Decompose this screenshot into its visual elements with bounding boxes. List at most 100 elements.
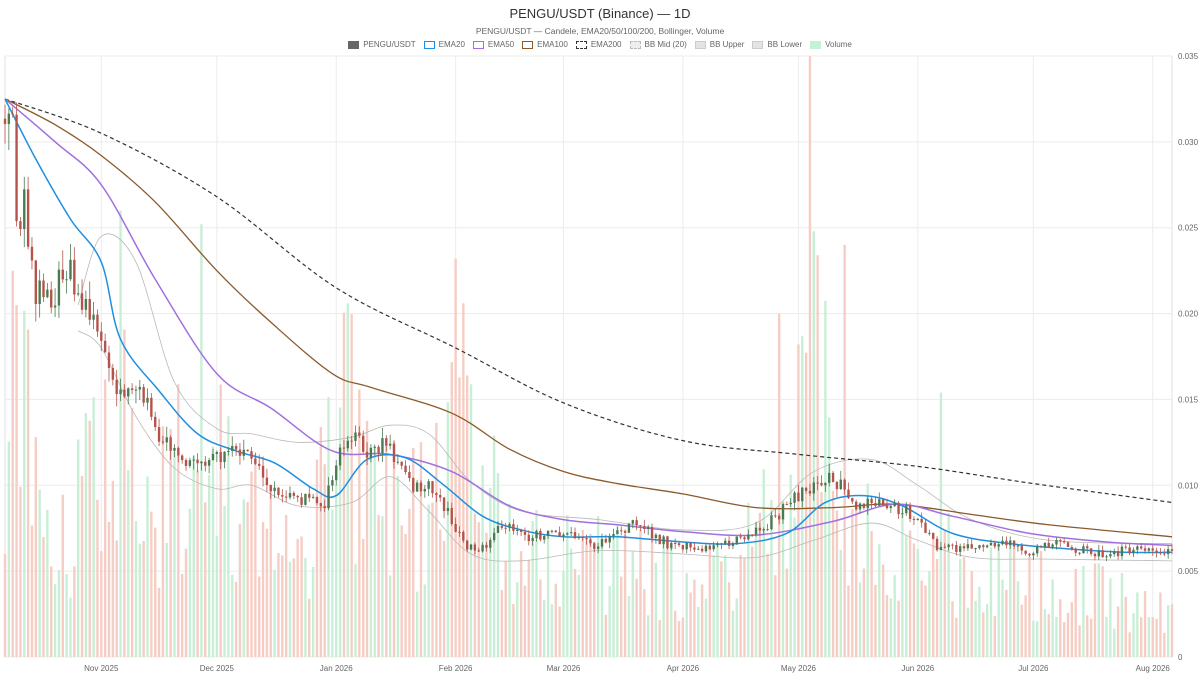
candle-body[interactable] bbox=[288, 492, 292, 498]
candle-body[interactable] bbox=[901, 513, 904, 515]
candle-body[interactable] bbox=[184, 460, 188, 466]
candle-body[interactable] bbox=[928, 532, 931, 534]
candle-body[interactable] bbox=[754, 527, 758, 535]
candle-body[interactable] bbox=[735, 536, 738, 544]
candle-body[interactable] bbox=[1159, 552, 1162, 554]
candle-body[interactable] bbox=[281, 495, 284, 497]
candle-body[interactable] bbox=[1089, 548, 1093, 554]
candle-body[interactable] bbox=[15, 114, 18, 222]
candle-body[interactable] bbox=[1051, 544, 1054, 547]
candle-body[interactable] bbox=[177, 447, 180, 456]
candle-body[interactable] bbox=[1093, 553, 1097, 557]
candle-body[interactable] bbox=[862, 503, 866, 508]
candle-body[interactable] bbox=[932, 532, 935, 539]
candle-body[interactable] bbox=[596, 546, 600, 549]
candle-body[interactable] bbox=[123, 389, 126, 397]
candle-body[interactable] bbox=[465, 540, 469, 550]
candle-body[interactable] bbox=[107, 352, 111, 369]
candle-body[interactable] bbox=[46, 289, 49, 298]
candle-body[interactable] bbox=[558, 532, 561, 537]
candle-body[interactable] bbox=[566, 533, 569, 535]
candle-body[interactable] bbox=[496, 526, 500, 533]
candle-body[interactable] bbox=[781, 504, 785, 520]
candle-body[interactable] bbox=[804, 487, 808, 491]
candle-body[interactable] bbox=[342, 447, 346, 449]
candle-body[interactable] bbox=[165, 437, 168, 443]
candle-body[interactable] bbox=[816, 482, 819, 484]
candle-body[interactable] bbox=[731, 543, 735, 546]
candle-body[interactable] bbox=[207, 460, 211, 466]
candle-body[interactable] bbox=[100, 331, 103, 341]
candle-body[interactable] bbox=[442, 497, 446, 512]
candle-body[interactable] bbox=[138, 386, 141, 390]
candle-body[interactable] bbox=[743, 537, 746, 540]
candle-body[interactable] bbox=[627, 523, 631, 533]
candle-body[interactable] bbox=[7, 113, 11, 125]
candle-body[interactable] bbox=[192, 459, 195, 461]
candle-body[interactable] bbox=[997, 544, 1000, 547]
candle-body[interactable] bbox=[762, 529, 765, 531]
candle-body[interactable] bbox=[277, 487, 280, 496]
candle-body[interactable] bbox=[323, 506, 326, 509]
candle-body[interactable] bbox=[600, 538, 604, 547]
candle-body[interactable] bbox=[308, 493, 311, 498]
candle-body[interactable] bbox=[881, 499, 885, 506]
candle-body[interactable] bbox=[1039, 546, 1043, 548]
candle-body[interactable] bbox=[103, 340, 107, 353]
candle-body[interactable] bbox=[835, 481, 839, 490]
candle-body[interactable] bbox=[708, 545, 712, 550]
candle-body[interactable] bbox=[535, 530, 538, 539]
candle-body[interactable] bbox=[127, 388, 130, 397]
candle-body[interactable] bbox=[1074, 548, 1077, 553]
candle-body[interactable] bbox=[681, 545, 685, 550]
candle-body[interactable] bbox=[747, 534, 750, 540]
candle-body[interactable] bbox=[785, 504, 789, 506]
candle-body[interactable] bbox=[569, 532, 573, 534]
candle-body[interactable] bbox=[50, 289, 53, 308]
legend-item-bb-upper[interactable]: BB Upper bbox=[694, 40, 744, 49]
candle-body[interactable] bbox=[400, 461, 403, 466]
candle-body[interactable] bbox=[261, 465, 265, 478]
candle-body[interactable] bbox=[774, 515, 777, 517]
candle-body[interactable] bbox=[269, 485, 272, 492]
candle-body[interactable] bbox=[388, 443, 392, 446]
candle-body[interactable] bbox=[793, 492, 796, 503]
candle-body[interactable] bbox=[858, 503, 862, 510]
candle-body[interactable] bbox=[30, 246, 34, 261]
candle-body[interactable] bbox=[935, 538, 939, 551]
candle-body[interactable] bbox=[427, 481, 430, 489]
candle-body[interactable] bbox=[905, 505, 908, 514]
candle-body[interactable] bbox=[662, 536, 665, 545]
candle-body[interactable] bbox=[238, 449, 242, 456]
candle-body[interactable] bbox=[1078, 552, 1081, 554]
candle-body[interactable] bbox=[516, 530, 519, 532]
candle-body[interactable] bbox=[870, 498, 873, 504]
candle-body[interactable] bbox=[589, 539, 592, 544]
candle-body[interactable] bbox=[824, 482, 827, 486]
candle-body[interactable] bbox=[504, 527, 507, 529]
candle-body[interactable] bbox=[951, 544, 954, 546]
candle-body[interactable] bbox=[423, 488, 427, 492]
candle-body[interactable] bbox=[920, 518, 923, 523]
candle-body[interactable] bbox=[993, 542, 997, 547]
candle-body[interactable] bbox=[373, 446, 376, 448]
candle-body[interactable] bbox=[1066, 542, 1070, 548]
candle-body[interactable] bbox=[338, 447, 342, 466]
candle-body[interactable] bbox=[851, 497, 854, 502]
candle-body[interactable] bbox=[1012, 540, 1016, 547]
candle-body[interactable] bbox=[1163, 553, 1166, 555]
candle-body[interactable] bbox=[700, 548, 704, 552]
candle-body[interactable] bbox=[878, 499, 881, 506]
candle-body[interactable] bbox=[227, 450, 230, 452]
candle-body[interactable] bbox=[1155, 550, 1158, 553]
candle-body[interactable] bbox=[1101, 550, 1104, 558]
candle-body[interactable] bbox=[1016, 545, 1020, 547]
candle-body[interactable] bbox=[1070, 547, 1074, 549]
candle-body[interactable] bbox=[697, 548, 700, 550]
candle-body[interactable] bbox=[246, 449, 249, 452]
candle-body[interactable] bbox=[473, 544, 477, 551]
candle-body[interactable] bbox=[616, 530, 619, 535]
candle-body[interactable] bbox=[292, 492, 296, 496]
candle-body[interactable] bbox=[916, 518, 919, 520]
candle-body[interactable] bbox=[685, 542, 688, 550]
